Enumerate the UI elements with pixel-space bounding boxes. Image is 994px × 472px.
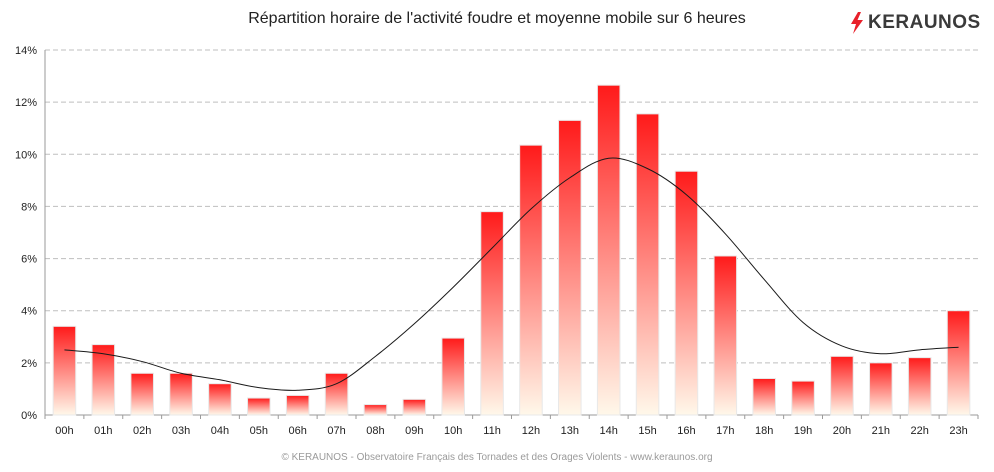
x-tick-label: 19h <box>794 425 812 437</box>
x-tick-label: 09h <box>405 425 423 437</box>
bar-01h <box>91 344 116 416</box>
y-tick-labels: 0% 2% 4% 6% 8% 10% 12% 14% <box>15 45 37 422</box>
y-tick-label: 0% <box>21 410 37 422</box>
y-tick-label: 6% <box>21 254 37 266</box>
x-tick-labels: 00h 01h 02h 03h 04h 05h 06h 07h 08h 09h 10h 11h 12h 1… <box>55 425 967 437</box>
bar-22h <box>907 357 932 416</box>
bar-15h <box>635 113 660 416</box>
moving-average-line <box>64 157 959 391</box>
x-tick-label: 01h <box>94 425 112 437</box>
bar-10h <box>441 337 465 416</box>
x-tick-label: 08h <box>366 425 384 437</box>
bar-08h <box>363 404 388 416</box>
x-tick-label: 21h <box>872 425 890 437</box>
x-tick-label: 12h <box>522 425 540 437</box>
keraunos-logo: KERAUNOS <box>850 11 981 35</box>
x-tick-label: 06h <box>289 425 307 437</box>
bar-16h <box>674 170 699 416</box>
bar-09h <box>402 398 427 416</box>
bar-11h <box>480 211 504 416</box>
bar-18h <box>752 378 776 416</box>
bar-05h <box>247 397 271 416</box>
bar-12h <box>519 144 543 416</box>
x-tick-label: 14h <box>600 425 618 437</box>
x-tick-label: 07h <box>327 425 345 437</box>
y-tick-label: 12% <box>15 97 37 109</box>
x-tick-label: 00h <box>55 425 73 437</box>
bar-21h <box>869 362 893 416</box>
bar-19h <box>791 380 815 416</box>
x-tick-label: 23h <box>949 425 967 437</box>
x-tick-label: 18h <box>755 425 773 437</box>
bar-14h <box>596 84 621 416</box>
x-tick-label: 22h <box>911 425 929 437</box>
bar-02h <box>130 372 154 416</box>
footer-copyright: © KERAUNOS - Observatoire Français des T… <box>281 452 713 463</box>
x-tick-label: 13h <box>561 425 579 437</box>
bar-03h <box>169 372 193 416</box>
chart-title: Répartition horaire de l'activité foudre… <box>248 10 746 27</box>
bar-06h <box>285 394 310 416</box>
x-tick-label: 15h <box>638 425 656 437</box>
x-tick-label: 05h <box>250 425 268 437</box>
bar-20h <box>830 355 854 416</box>
bar-13h <box>558 119 582 416</box>
bar-23h <box>946 310 971 416</box>
y-tick-label: 2% <box>21 358 37 370</box>
grid-lines <box>45 49 978 364</box>
bar-04h <box>208 383 232 416</box>
x-tick-label: 16h <box>677 425 695 437</box>
x-tick-label: 10h <box>444 425 462 437</box>
bar-07h <box>324 372 349 416</box>
y-tick-label: 10% <box>15 149 37 161</box>
y-tick-label: 14% <box>15 45 37 57</box>
x-tick-label: 20h <box>833 425 851 437</box>
x-tick-label: 02h <box>133 425 151 437</box>
logo-text: KERAUNOS <box>868 12 981 33</box>
y-tick-label: 8% <box>21 201 37 213</box>
axes <box>44 50 979 419</box>
moving-average-path <box>64 157 959 391</box>
x-tick-label: 17h <box>716 425 734 437</box>
bar-00h <box>52 325 77 416</box>
lightning-bolt-icon <box>851 12 863 34</box>
x-tick-label: 03h <box>172 425 190 437</box>
x-tick-label: 04h <box>211 425 229 437</box>
bars <box>52 84 971 416</box>
x-tick-label: 11h <box>483 425 501 437</box>
bar-17h <box>713 255 738 416</box>
y-tick-label: 4% <box>21 306 37 318</box>
